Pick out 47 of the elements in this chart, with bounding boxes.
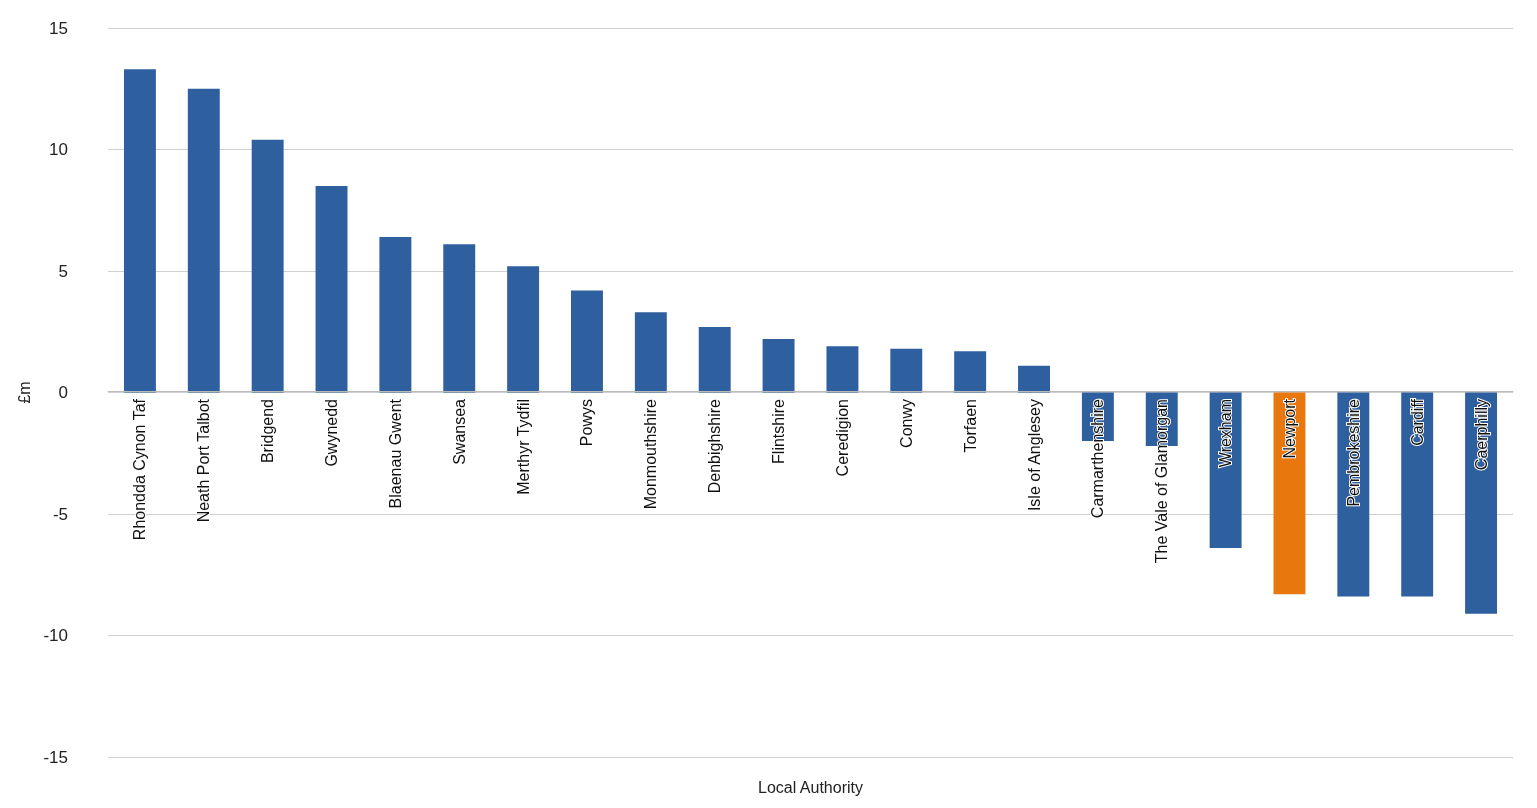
x-tick-label: Swansea <box>450 398 468 465</box>
bar <box>251 139 284 393</box>
bar <box>954 351 987 393</box>
bar <box>1401 392 1434 597</box>
x-tick-label: Monmouthshire <box>642 398 660 510</box>
x-tick-label: Bridgend <box>259 399 277 464</box>
x-tick-label: Merthyr Tydfil <box>514 399 532 495</box>
x-tick-label: The Vale of Glamorgan <box>1153 399 1171 564</box>
y-tick-label: 0 <box>58 383 68 402</box>
bar <box>315 185 348 393</box>
x-tick-label: Blaenau Gwent <box>386 398 404 509</box>
x-tick-label: Denbighshire <box>706 398 724 494</box>
x-tick-label: Neath Port Talbot <box>195 398 213 523</box>
x-tick-label: Caerphilly <box>1472 399 1490 471</box>
bar <box>634 312 667 393</box>
x-tick-label: Cardiff <box>1408 398 1426 446</box>
y-tick-label: 5 <box>58 261 68 281</box>
x-tick-label: Torfaen <box>961 399 979 453</box>
bar <box>379 236 412 393</box>
x-tick-label: Isle of Anglesey <box>1025 399 1043 512</box>
x-tick-label: Rhondda Cynon Taf <box>131 398 149 541</box>
y-tick-label: -15 <box>43 747 68 767</box>
x-tick-label: Ceredigion <box>833 399 851 477</box>
bar <box>507 266 540 393</box>
y-tick-label: 10 <box>49 140 68 159</box>
bar <box>826 346 859 393</box>
bar <box>762 339 795 393</box>
x-tick-label: Gwynedd <box>323 399 341 467</box>
bar <box>890 348 923 393</box>
x-axis-title: Local Authority <box>758 778 863 796</box>
x-tick-label: Newport <box>1280 398 1298 459</box>
x-tick-label: Pembrokeshire <box>1344 398 1362 507</box>
x-tick-label: Flintshire <box>770 398 788 464</box>
bar <box>1018 365 1050 393</box>
bar <box>187 88 220 393</box>
y-axis-title: £m <box>16 381 34 404</box>
x-tick-label: Carmarthenshire <box>1089 398 1107 519</box>
bar <box>443 244 476 393</box>
x-tick-label: Powys <box>578 399 596 447</box>
bar <box>571 290 603 393</box>
bar <box>698 326 731 393</box>
bar <box>123 69 156 393</box>
y-tick-label: -10 <box>43 626 68 645</box>
x-tick-label: Conwy <box>897 399 915 448</box>
y-tick-label: 15 <box>49 18 68 38</box>
x-tick-label: Wrexham <box>1217 399 1235 468</box>
y-tick-label: -5 <box>52 504 68 524</box>
